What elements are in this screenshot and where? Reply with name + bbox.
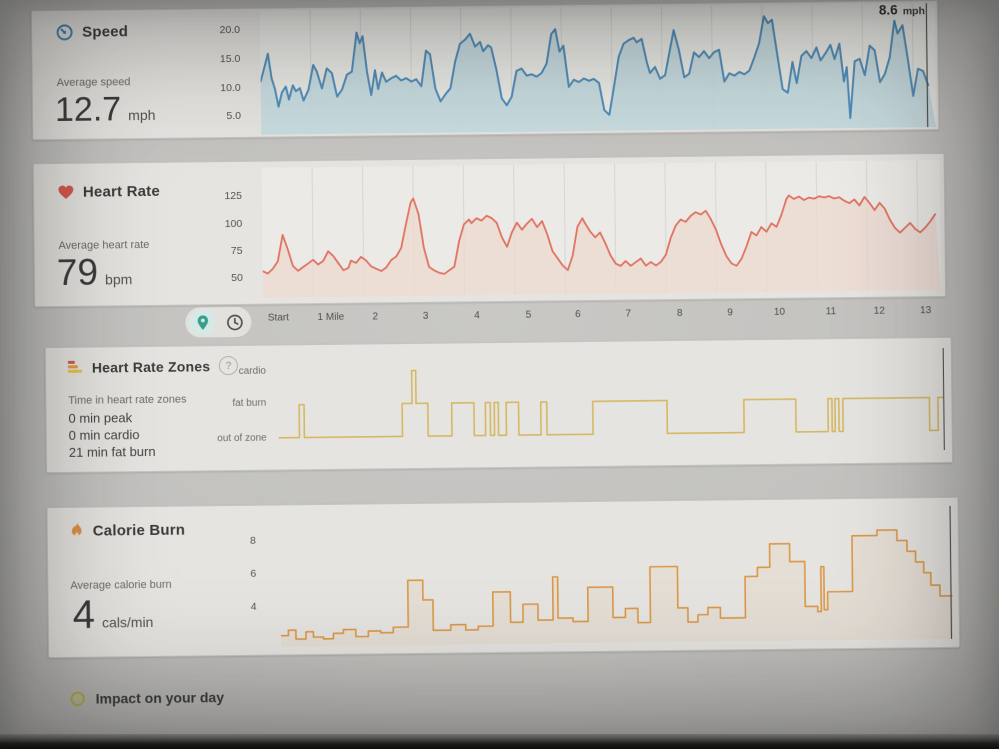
heart-rate-title-text: Heart Rate: [82, 182, 161, 201]
hr-ytick-125: 125: [224, 189, 243, 203]
average-speed-label: Average speed: [56, 76, 131, 90]
cardio-axis-label: cardio: [238, 365, 267, 377]
calorie-burn-chart[interactable]: [280, 505, 954, 647]
heart-rate-zones-panel: Heart Rate Zones ? Time in heart rate zo…: [44, 336, 954, 474]
mile-label-2: 2: [372, 311, 379, 323]
distance-pin-toggle[interactable]: [189, 309, 216, 336]
out-of-zone-axis-label: out of zone: [217, 432, 267, 445]
cursor-speed-value: 8.6: [878, 2, 898, 18]
mile-label-13: 13: [920, 305, 932, 317]
calorie-panel-title: Calorie Burn: [70, 521, 186, 540]
speed-ytick-10: 10.0: [220, 81, 241, 95]
mile-label-12: 12: [873, 305, 885, 317]
time-clock-toggle[interactable]: [221, 309, 247, 335]
mile-label-9: 9: [727, 307, 733, 319]
speed-ytick-20: 20.0: [219, 23, 241, 37]
hr-ytick-50: 50: [231, 271, 243, 285]
speed-ytick-5: 5.0: [226, 109, 242, 123]
mile-label-3: 3: [422, 310, 429, 322]
speed-chart[interactable]: [259, 3, 937, 135]
fat-burn-minutes: 21 min fat burn: [68, 443, 156, 460]
clock-icon: [226, 313, 243, 330]
heart-rate-panel-title: Heart Rate: [58, 183, 160, 201]
hr-number: 79: [56, 251, 99, 294]
cardio-minutes: 0 min cardio: [68, 427, 140, 443]
average-calorie-label: Average calorie burn: [70, 578, 172, 592]
speed-panel: Speed Average speed 12.7 mph 20.0 15.0 1…: [30, 0, 940, 141]
flame-icon: [70, 522, 84, 540]
heart-rate-panel: Heart Rate Average heart rate 79 bpm 125…: [32, 152, 947, 308]
mile-label-1-mile: 1 Mile: [317, 311, 345, 324]
mile-label-8: 8: [676, 307, 683, 319]
mile-label-10: 10: [773, 306, 786, 318]
average-hr-label: Average heart rate: [58, 238, 150, 252]
mile-label-4: 4: [474, 310, 480, 322]
speedometer-icon: [56, 24, 73, 41]
mile-label-start: Start: [267, 312, 290, 324]
speed-panel-title: Speed: [56, 23, 128, 41]
mile-axis-row: Start 1 Mile 2 3 4 5 6 7 8 9 10 11 12 13: [0, 294, 999, 345]
heart-rate-chart[interactable]: [261, 159, 942, 298]
time-in-zones-label: Time in heart rate zones: [68, 393, 187, 407]
mile-label-5: 5: [525, 309, 532, 321]
fat-burn-axis-label: fat burn: [232, 397, 267, 410]
calorie-ytick-6: 6: [250, 567, 257, 580]
calorie-title-text: Calorie Burn: [92, 521, 186, 540]
zone-times-list: 0 min peak 0 min cardio 21 min fat burn: [68, 409, 155, 461]
cursor-speed-unit: mph: [902, 5, 925, 18]
speed-cursor-readout: 8.6 mph: [878, 2, 925, 18]
calorie-burn-panel: Calorie Burn Average calorie burn 4 cals…: [46, 496, 961, 659]
average-speed-value: 12.7 mph: [55, 90, 156, 130]
impact-target-icon: [70, 691, 86, 707]
hr-ytick-75: 75: [230, 244, 243, 258]
average-hr-value: 79 bpm: [57, 251, 133, 294]
average-calorie-value: 4 cals/min: [72, 592, 153, 638]
axis-mode-toggle: [185, 306, 252, 338]
speed-number: 12.7: [54, 90, 122, 130]
impact-label: Impact on your day: [95, 689, 225, 707]
zones-bars-icon: [67, 360, 83, 374]
calorie-number: 4: [72, 592, 96, 637]
speed-unit: mph: [128, 106, 156, 124]
mile-axis-labels: Start 1 Mile 2 3 4 5 6 7 8 9 10 11 12 13: [265, 305, 943, 331]
mile-label-7: 7: [625, 308, 632, 320]
peak-minutes: 0 min peak: [68, 410, 133, 426]
zones-title-text: Heart Rate Zones: [91, 357, 211, 376]
calorie-ytick-8: 8: [249, 534, 256, 547]
speed-ytick-15: 15.0: [219, 52, 241, 66]
calorie-ytick-4: 4: [250, 600, 257, 613]
speed-title-text: Speed: [81, 23, 129, 41]
hr-unit: bpm: [104, 271, 133, 288]
calorie-unit: cals/min: [101, 613, 154, 631]
map-pin-icon: [195, 314, 210, 331]
mile-label-11: 11: [825, 306, 837, 318]
heart-icon: [58, 185, 74, 200]
mile-label-6: 6: [575, 309, 581, 321]
hr-ytick-100: 100: [224, 217, 243, 231]
screen-bezel: [0, 734, 999, 749]
impact-on-your-day[interactable]: Impact on your day: [70, 689, 225, 707]
zones-panel-title: Heart Rate Zones ?: [67, 355, 239, 377]
heart-rate-zones-chart[interactable]: [277, 347, 945, 458]
